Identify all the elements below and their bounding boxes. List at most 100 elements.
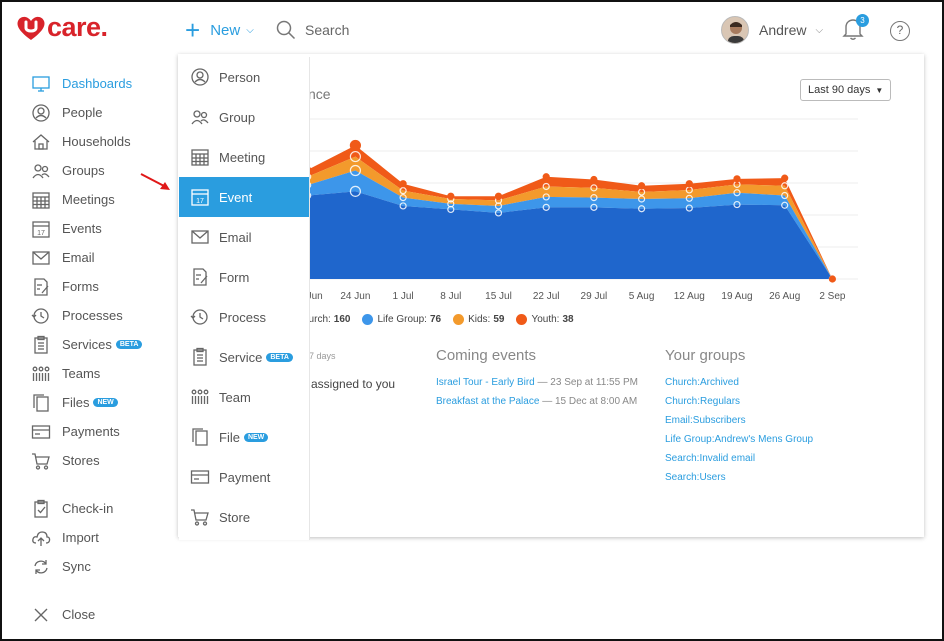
group-link[interactable]: Search:Invalid email bbox=[665, 453, 756, 464]
form-icon bbox=[30, 277, 52, 297]
data-point[interactable] bbox=[349, 150, 362, 163]
date-range-value: Last 90 days bbox=[808, 84, 871, 96]
upload-cloud-icon bbox=[30, 528, 52, 548]
user-menu[interactable]: Andrew ⌵ bbox=[721, 16, 823, 44]
sidebar-item-label: Check-in bbox=[62, 501, 114, 516]
data-point[interactable] bbox=[542, 182, 550, 191]
help-button[interactable]: ? bbox=[890, 21, 910, 41]
data-point[interactable] bbox=[638, 182, 646, 190]
group-link[interactable]: Email:Subscribers bbox=[665, 415, 746, 426]
data-point[interactable] bbox=[590, 194, 598, 202]
new-menu-item-person[interactable]: Person bbox=[179, 57, 309, 97]
data-point[interactable] bbox=[733, 189, 741, 197]
sidebar-item-email[interactable]: Email bbox=[30, 243, 170, 272]
data-point[interactable] bbox=[399, 194, 407, 202]
data-point[interactable] bbox=[781, 174, 789, 182]
data-point[interactable] bbox=[590, 175, 598, 184]
data-point[interactable] bbox=[349, 164, 362, 177]
sidebar-item-sync[interactable]: Sync bbox=[30, 552, 170, 581]
data-point[interactable] bbox=[828, 275, 837, 283]
data-point[interactable] bbox=[781, 201, 789, 209]
days-label: 7 days bbox=[309, 351, 336, 361]
sidebar-item-import[interactable]: Import bbox=[30, 523, 170, 552]
new-menu-item-service[interactable]: Service BETA bbox=[179, 337, 309, 377]
sidebar-item-check-in[interactable]: Check-in bbox=[30, 494, 170, 523]
menu-item-label: Store bbox=[219, 509, 251, 525]
sidebar-item-people[interactable]: People bbox=[30, 98, 170, 127]
group-link[interactable]: Church:Archived bbox=[665, 377, 739, 388]
x-tick-label: 8 Jul bbox=[440, 291, 461, 302]
sidebar-item-meetings[interactable]: Meetings bbox=[30, 185, 170, 214]
data-point[interactable] bbox=[685, 194, 693, 202]
data-point[interactable] bbox=[447, 200, 455, 208]
event-link[interactable]: Israel Tour - Early Bird — 23 Sep at 11:… bbox=[436, 377, 638, 388]
data-point[interactable] bbox=[638, 195, 646, 203]
new-menu-item-form[interactable]: Form bbox=[179, 257, 309, 297]
data-point[interactable] bbox=[349, 139, 362, 152]
new-menu-item-email[interactable]: Email bbox=[179, 217, 309, 257]
notifications-button[interactable]: 3 bbox=[842, 14, 869, 46]
history-icon bbox=[189, 306, 211, 328]
sidebar-item-files[interactable]: Files NEW bbox=[30, 388, 170, 417]
x-tick-label: 2 Sep bbox=[819, 291, 846, 302]
data-point[interactable] bbox=[399, 187, 407, 195]
new-menu-item-meeting[interactable]: Meeting bbox=[179, 137, 309, 177]
data-point[interactable] bbox=[781, 182, 789, 190]
data-point[interactable] bbox=[685, 180, 693, 188]
group-link[interactable]: Search:Users bbox=[665, 472, 726, 483]
sidebar-item-teams[interactable]: Teams bbox=[30, 359, 170, 388]
sync-icon bbox=[30, 557, 52, 577]
sidebar-item-stores[interactable]: Stores bbox=[30, 446, 170, 475]
new-menu-button[interactable]: + New ⌵ bbox=[185, 15, 254, 45]
house-icon bbox=[30, 132, 52, 152]
sidebar-item-households[interactable]: Households bbox=[30, 127, 170, 156]
person-icon bbox=[30, 103, 52, 123]
menu-item-label: Service bbox=[219, 349, 263, 365]
group-link[interactable]: Church:Regulars bbox=[665, 396, 741, 407]
date-range-select[interactable]: Last 90 days ▼ bbox=[800, 79, 892, 101]
new-badge: NEW bbox=[243, 432, 269, 442]
event-link[interactable]: Breakfast at the Palace — 15 Dec at 8:00… bbox=[436, 396, 637, 407]
data-point[interactable] bbox=[590, 203, 598, 211]
data-point[interactable] bbox=[399, 202, 407, 210]
data-point[interactable] bbox=[494, 192, 503, 200]
search-button[interactable]: Search bbox=[276, 20, 349, 40]
sidebar-item-groups[interactable]: Groups bbox=[30, 156, 170, 185]
data-point[interactable] bbox=[590, 184, 598, 192]
sidebar-item-label: Sync bbox=[62, 559, 91, 574]
plus-icon: + bbox=[185, 15, 201, 45]
data-point[interactable] bbox=[349, 185, 362, 197]
data-point[interactable] bbox=[733, 200, 741, 209]
group-link[interactable]: Life Group:Andrew's Mens Group bbox=[665, 434, 814, 445]
form-icon bbox=[189, 266, 211, 288]
new-menu-item-store[interactable]: Store bbox=[179, 497, 309, 537]
data-point[interactable] bbox=[542, 193, 550, 201]
data-point[interactable] bbox=[447, 192, 455, 200]
data-point[interactable] bbox=[399, 180, 407, 188]
sidebar-item-events[interactable]: 17 Events bbox=[30, 214, 170, 243]
files-icon bbox=[189, 426, 211, 448]
sidebar-item-processes[interactable]: Processes bbox=[30, 301, 170, 330]
new-menu-item-file[interactable]: File NEW bbox=[179, 417, 309, 457]
data-point[interactable] bbox=[685, 204, 693, 212]
ucare-logo[interactable]: care. bbox=[16, 12, 108, 43]
data-point[interactable] bbox=[781, 191, 789, 200]
data-point[interactable] bbox=[542, 203, 550, 211]
event-meta: — 15 Dec at 8:00 AM bbox=[542, 396, 638, 407]
new-menu-item-team[interactable]: Team bbox=[179, 377, 309, 417]
new-menu-item-event[interactable]: 17 Event bbox=[179, 177, 309, 217]
sidebar-item-close[interactable]: Close bbox=[30, 600, 170, 629]
new-menu-item-process[interactable]: Process bbox=[179, 297, 309, 337]
new-menu-item-payment[interactable]: Payment bbox=[179, 457, 309, 497]
sidebar-item-label: Email bbox=[62, 250, 95, 265]
sidebar-item-services[interactable]: Services BETA bbox=[30, 330, 170, 359]
data-point[interactable] bbox=[733, 175, 741, 183]
notification-count-badge: 3 bbox=[856, 14, 869, 27]
data-point[interactable] bbox=[494, 209, 503, 217]
new-menu-item-group[interactable]: Group bbox=[179, 97, 309, 137]
sidebar-item-payments[interactable]: Payments bbox=[30, 417, 170, 446]
sidebar-item-dashboards[interactable]: Dashboards bbox=[30, 69, 170, 98]
data-point[interactable] bbox=[542, 173, 550, 181]
data-point[interactable] bbox=[638, 205, 646, 213]
sidebar-item-forms[interactable]: Forms bbox=[30, 272, 170, 301]
